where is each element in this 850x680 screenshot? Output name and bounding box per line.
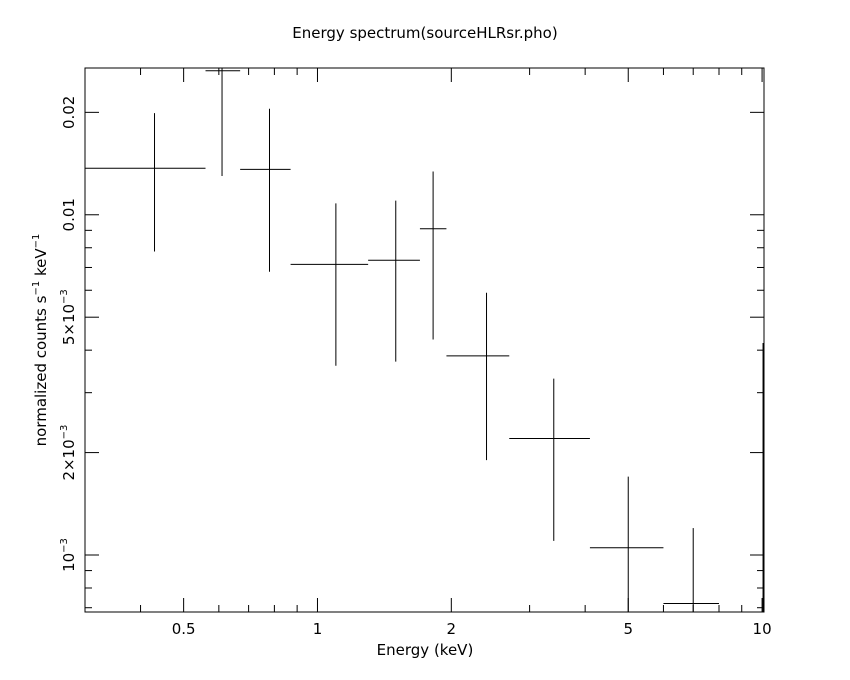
y-tick-label: 5×10−3 <box>59 289 78 345</box>
x-tick-label: 1 <box>313 620 323 638</box>
x-axis-label: Energy (keV) <box>377 641 474 659</box>
y-tick-label: 2×10−3 <box>59 425 78 481</box>
y-tick-label: 10−3 <box>59 538 78 572</box>
y-tick-label: 0.02 <box>60 96 78 129</box>
x-tick-label: 10 <box>753 620 772 638</box>
data-point <box>509 378 590 541</box>
x-tick-label: 5 <box>623 620 633 638</box>
data-point <box>290 203 369 366</box>
y-axis-label: normalized counts s−1 keV−1 <box>31 234 50 447</box>
data-point <box>205 68 241 177</box>
data-point <box>446 292 510 461</box>
data-point <box>419 171 447 340</box>
data-point <box>663 528 719 612</box>
axis-ticks <box>84 68 764 612</box>
data-points <box>85 68 764 612</box>
y-tick-labels: 10−3 2×10−3 5×10−3 0.01 0.02 <box>59 96 78 572</box>
data-point <box>240 108 291 272</box>
chart-title: Energy spectrum(sourceHLRsr.pho) <box>292 24 557 42</box>
data-point <box>589 476 664 612</box>
data-point <box>368 200 420 362</box>
data-point <box>85 113 206 252</box>
x-tick-label: 0.5 <box>172 620 196 638</box>
plot-frame <box>84 67 765 613</box>
x-tick-labels: 0.5 1 2 5 10 <box>172 620 772 638</box>
y-tick-label: 0.01 <box>60 198 78 231</box>
x-tick-label: 2 <box>447 620 457 638</box>
